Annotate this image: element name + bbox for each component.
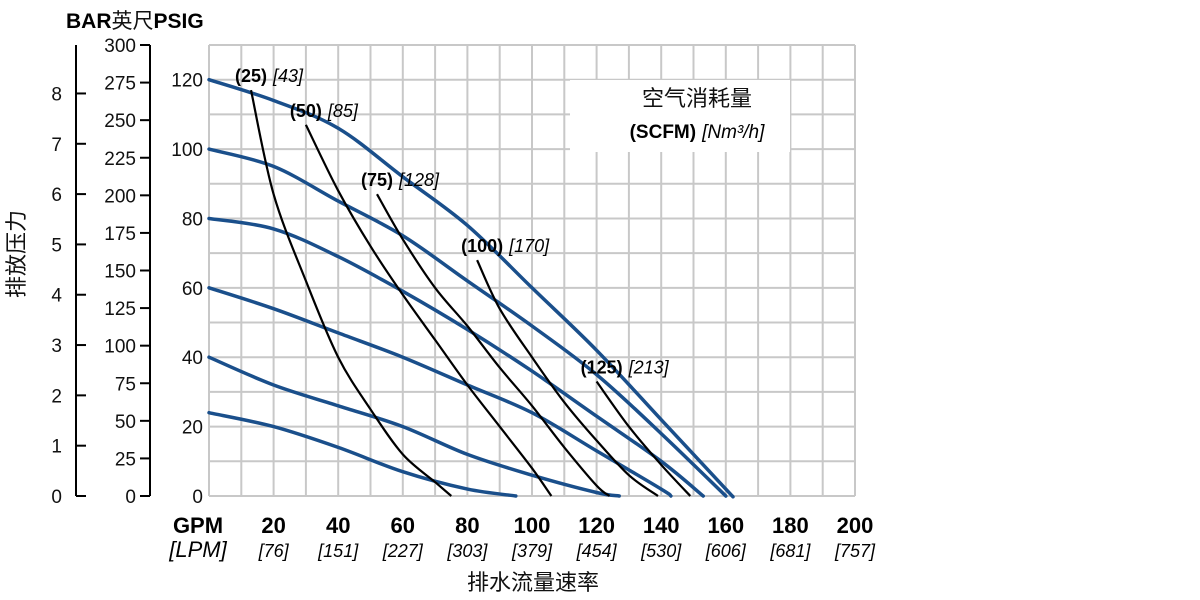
- feet-header: 英尺: [112, 10, 154, 33]
- air-curve-label-metric: [85]: [327, 101, 359, 121]
- feet-tick-label: 300: [104, 36, 136, 57]
- air-curve-label-metric: [43]: [272, 66, 304, 86]
- x-tick-lpm: [681]: [769, 541, 811, 561]
- feet-tick-label: 150: [104, 262, 136, 283]
- x-tick-gpm: 100: [514, 513, 551, 538]
- x-tick-lpm: [606]: [705, 541, 747, 561]
- air-consumption-curves: (25) [43] (50) [85] (75) [128] (100) [170] (125)…: [235, 66, 692, 497]
- legend-unit: (SCFM) [Nm³/h]: [630, 122, 765, 143]
- air-curve-label: (75) [128]: [361, 170, 440, 190]
- feet-tick-label: 75: [115, 374, 136, 395]
- legend-background: [570, 80, 790, 152]
- feet-tick-label: 100: [104, 337, 136, 358]
- bar-tick-label: 0: [51, 487, 62, 508]
- air-curve-label: (25) [43]: [235, 66, 304, 86]
- x-tick-gpm: 80: [455, 513, 479, 538]
- psig-tick-label: 40: [182, 348, 203, 369]
- air-curve: [304, 124, 553, 497]
- x-tick-gpm: 40: [326, 513, 350, 538]
- pressure-curve: [207, 410, 518, 498]
- pressure-curve: [207, 77, 735, 499]
- feet-tick-label: 50: [115, 412, 136, 433]
- psig-tick-label: 60: [182, 279, 203, 300]
- bar-tick-label: 7: [51, 135, 62, 156]
- x-tick-gpm: 180: [772, 513, 809, 538]
- psig-tick-label: 20: [182, 418, 203, 439]
- grid: [208, 44, 856, 497]
- x-tick-lpm: [757]: [834, 541, 876, 561]
- feet-tick-label: 275: [104, 74, 136, 95]
- x-tick-gpm: 160: [707, 513, 744, 538]
- air-curve-label: (125) [213]: [581, 358, 670, 378]
- bar-tick-label: 4: [51, 286, 62, 307]
- air-curve-label-scfm: (100): [461, 236, 503, 256]
- pressure-curve: [207, 355, 621, 498]
- psig-header: PSIG: [154, 10, 204, 33]
- air-curve-label-scfm: (50): [290, 101, 322, 121]
- air-curve-label-metric: [170]: [508, 236, 550, 256]
- legend-title: 空气消耗量: [642, 86, 752, 111]
- air-curve: [249, 89, 453, 497]
- feet-tick-label: 175: [104, 224, 136, 245]
- bar-tick-label: 8: [51, 84, 62, 105]
- x-axis-title: 排水流量速率: [467, 570, 599, 595]
- x-tick-gpm: 200: [837, 513, 874, 538]
- feet-tick-label: 225: [104, 149, 136, 170]
- air-curve-label-scfm: (125): [581, 358, 623, 378]
- x-unit-lpm: [LPM]: [168, 537, 227, 562]
- legend-unit-bold: (SCFM): [630, 122, 696, 143]
- x-tick-lpm: [76]: [258, 541, 290, 561]
- bar-tick-label: 3: [51, 336, 62, 357]
- air-curve-label-scfm: (75): [361, 170, 393, 190]
- psig-tick-label: 0: [192, 487, 203, 508]
- feet-tick-label: 0: [125, 487, 136, 508]
- air-curve-label-metric: [213]: [628, 358, 670, 378]
- x-unit-gpm: GPM: [173, 513, 223, 538]
- air-curve-label-metric: [128]: [398, 170, 440, 190]
- air-curve-label-scfm: (25): [235, 66, 267, 86]
- y-axis-title: 排放压力: [4, 210, 29, 298]
- x-tick-gpm: 140: [643, 513, 680, 538]
- bar-header: BAR: [66, 10, 112, 33]
- x-tick-gpm: 20: [261, 513, 285, 538]
- air-curve: [376, 193, 611, 497]
- x-tick-lpm: [151]: [317, 541, 359, 561]
- psig-tick-label: 100: [171, 140, 203, 161]
- legend-unit-italic: [Nm³/h]: [701, 122, 765, 143]
- air-curve-label: (100) [170]: [461, 236, 550, 256]
- x-tick-lpm: [303]: [446, 541, 488, 561]
- pressure-curve: [207, 216, 705, 498]
- air-curve: [595, 380, 692, 497]
- feet-tick-label: 125: [104, 299, 136, 320]
- bar-tick-label: 1: [51, 437, 62, 458]
- x-tick-gpm: 120: [578, 513, 615, 538]
- x-tick-lpm: [530]: [640, 541, 682, 561]
- bar-tick-label: 5: [51, 235, 62, 256]
- x-tick-lpm: [454]: [576, 541, 618, 561]
- axes: 0204060801001200255075100125150175200225…: [51, 36, 876, 561]
- bar-tick-label: 2: [51, 386, 62, 407]
- feet-tick-label: 200: [104, 186, 136, 207]
- air-curve-label: (50) [85]: [290, 101, 359, 121]
- x-tick-lpm: [227]: [382, 541, 424, 561]
- feet-tick-label: 250: [104, 111, 136, 132]
- feet-tick-label: 25: [115, 449, 136, 470]
- x-tick-gpm: 60: [391, 513, 415, 538]
- x-tick-lpm: [379]: [511, 541, 553, 561]
- bar-tick-label: 6: [51, 185, 62, 206]
- pressure-curve: [207, 147, 728, 498]
- psig-tick-label: 120: [171, 71, 203, 92]
- psig-tick-label: 80: [182, 209, 203, 230]
- y-axis-header: BAR英尺PSIG: [66, 10, 204, 33]
- air-curve: [476, 259, 659, 497]
